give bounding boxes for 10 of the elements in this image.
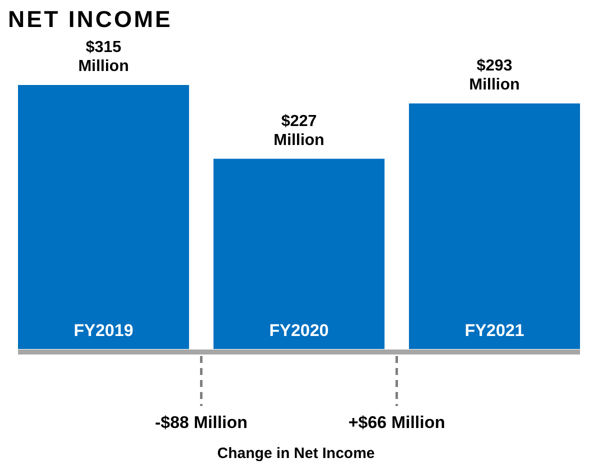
x-tick-label: FY2019 (74, 321, 134, 340)
text: +$66 Million (348, 413, 446, 432)
x-tick-label: FY2020 (269, 321, 329, 340)
chart-title: NET INCOME (8, 6, 172, 32)
text: -$88 Million (154, 413, 248, 432)
data-label: $315 Million (78, 39, 129, 75)
data-label: $293 Million (469, 57, 520, 94)
text: Change in Net Income (217, 445, 375, 462)
x-tick-label: FY2021 (464, 321, 524, 340)
data-label: $227 Million (274, 112, 324, 149)
